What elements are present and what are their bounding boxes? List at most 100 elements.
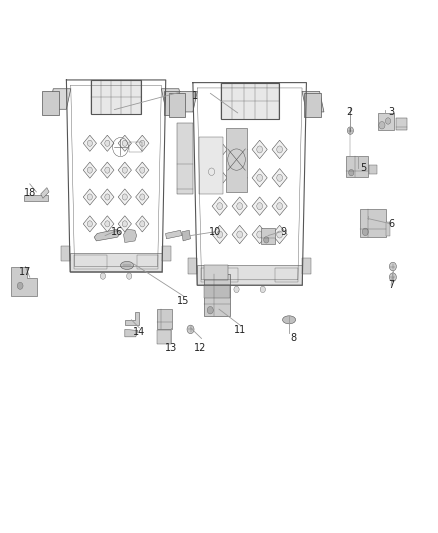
Polygon shape [125,312,139,325]
Polygon shape [101,135,114,151]
Polygon shape [125,329,138,337]
Polygon shape [11,266,37,296]
Circle shape [105,140,110,147]
Bar [74,255,107,269]
Text: 5: 5 [360,163,367,173]
Polygon shape [41,188,49,198]
Circle shape [277,231,283,238]
Circle shape [217,174,223,181]
Circle shape [87,221,92,227]
Text: 11: 11 [234,326,246,335]
Text: 2: 2 [346,107,353,117]
Circle shape [217,203,223,209]
Polygon shape [232,168,247,187]
Polygon shape [83,162,96,178]
Polygon shape [118,135,131,151]
Circle shape [385,118,391,124]
Polygon shape [83,135,96,151]
Bar [162,246,171,261]
Circle shape [217,231,223,238]
Polygon shape [212,197,227,215]
Text: 18: 18 [24,188,36,198]
Bar [261,228,275,244]
Polygon shape [212,225,227,244]
Polygon shape [272,168,287,187]
Bar [163,91,180,115]
Polygon shape [212,140,227,159]
Polygon shape [302,92,324,112]
Polygon shape [252,225,267,244]
Polygon shape [272,225,287,244]
Polygon shape [83,189,96,205]
Text: 17: 17 [19,267,32,277]
Bar [70,253,162,272]
Bar [204,274,230,316]
Circle shape [217,146,223,153]
Circle shape [207,306,213,314]
Bar [302,259,311,274]
Circle shape [122,194,127,200]
Circle shape [237,174,243,181]
Bar [42,91,59,115]
Text: 10: 10 [208,227,221,237]
Polygon shape [136,189,149,205]
Text: 7: 7 [388,280,394,290]
Circle shape [234,286,239,293]
Circle shape [122,167,127,173]
Ellipse shape [120,262,134,270]
Text: 13: 13 [165,343,177,352]
Bar [188,259,197,274]
Text: 14: 14 [133,327,145,336]
Circle shape [105,221,110,227]
Polygon shape [252,140,267,159]
Circle shape [277,203,283,209]
Polygon shape [232,140,247,159]
Circle shape [237,231,243,238]
Polygon shape [118,189,131,205]
Circle shape [257,174,262,181]
Circle shape [389,262,396,271]
Polygon shape [136,162,149,178]
Polygon shape [101,162,114,178]
Bar [386,222,390,236]
Circle shape [140,140,145,147]
Polygon shape [252,197,267,215]
Bar [157,330,171,344]
Bar [304,93,321,117]
Circle shape [17,282,23,289]
Polygon shape [272,140,287,159]
Polygon shape [94,229,120,241]
Bar [275,268,298,282]
Polygon shape [166,230,182,239]
Polygon shape [232,197,247,215]
Polygon shape [182,230,191,241]
Polygon shape [161,88,183,109]
Circle shape [122,221,127,227]
Polygon shape [118,162,131,178]
Bar [91,80,141,115]
Circle shape [260,286,265,293]
Circle shape [237,203,243,209]
Circle shape [389,273,396,281]
Circle shape [277,146,283,153]
Text: 9: 9 [281,227,287,237]
Bar [169,93,185,117]
Circle shape [362,228,368,236]
Circle shape [264,237,269,243]
Bar [129,142,142,152]
Circle shape [257,231,262,238]
Bar [226,127,247,191]
Polygon shape [252,168,267,187]
Circle shape [87,194,92,200]
Polygon shape [232,225,247,244]
Text: 15: 15 [177,296,189,306]
Text: 8: 8 [290,334,297,343]
Bar [61,246,70,261]
Bar [378,113,394,130]
Polygon shape [136,135,149,151]
Bar [204,285,230,298]
Bar [177,123,193,194]
Polygon shape [136,216,149,232]
Circle shape [87,167,92,173]
Polygon shape [118,216,131,232]
